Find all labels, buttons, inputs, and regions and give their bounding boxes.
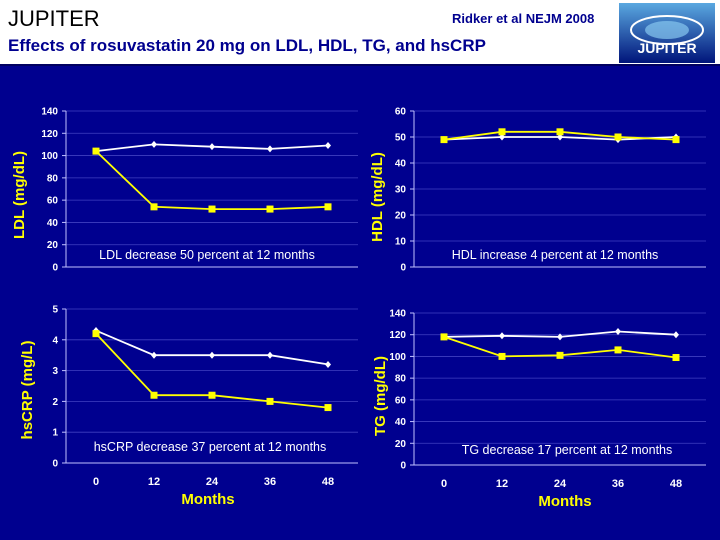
data-point-square	[92, 147, 100, 155]
x-tick-label: 36	[264, 476, 276, 488]
y-tick-label: 3	[52, 366, 58, 377]
chart-panel: 0 20 40 60 80 100 120 140 LDL (mg/dL) LDL decreas…	[11, 107, 358, 274]
data-point-diamond	[267, 351, 273, 359]
data-point-square	[266, 397, 274, 405]
y-tick-label: 100	[41, 151, 58, 162]
data-point-diamond	[615, 327, 621, 335]
x-axis-label: Months	[181, 491, 234, 508]
data-point-square	[266, 205, 274, 213]
slide-subtitle: Effects of rosuvastatin 20 mg on LDL, HD…	[8, 36, 486, 55]
chart-panel: 0 20 40 60 80 100 120 140 0 12 24 36 48 Months TG (mg/…	[372, 309, 706, 510]
x-tick-label: 36	[612, 478, 624, 490]
y-tick-label: 20	[395, 211, 407, 222]
y-tick-label: 100	[389, 352, 406, 363]
data-point-square	[440, 136, 448, 144]
data-point-diamond	[151, 140, 157, 148]
data-point-diamond	[325, 142, 331, 150]
y-tick-label: 140	[41, 107, 58, 118]
data-point-square	[92, 330, 100, 338]
y-axis-label: hsCRP (mg/L)	[19, 341, 36, 440]
y-tick-label: 140	[389, 309, 406, 320]
data-point-square	[208, 205, 216, 213]
y-tick-label: 120	[389, 330, 406, 341]
data-point-square	[324, 203, 332, 211]
y-tick-label: 60	[395, 395, 407, 406]
y-tick-label: 60	[47, 196, 59, 207]
x-tick-label: 0	[441, 478, 447, 490]
data-point-square	[672, 354, 680, 362]
svg-text:JUPITER: JUPITER	[637, 40, 696, 56]
x-tick-label: 12	[496, 478, 508, 490]
y-tick-label: 60	[395, 107, 407, 118]
data-point-square	[556, 351, 564, 359]
data-point-square	[498, 128, 506, 136]
data-point-diamond	[557, 333, 563, 341]
y-axis-label: TG (mg/dL)	[372, 356, 389, 436]
y-tick-label: 5	[52, 305, 58, 316]
y-tick-label: 40	[395, 159, 407, 170]
x-tick-label: 24	[554, 478, 567, 490]
data-point-diamond	[325, 360, 331, 368]
reference-citation: Ridker et al NEJM 2008	[452, 11, 595, 26]
data-point-square	[440, 333, 448, 341]
y-tick-label: 2	[52, 397, 58, 408]
chart-panel: 0 10 20 30 40 50 60 HDL (mg/dL) HDL increase 4 p…	[369, 107, 706, 274]
data-point-diamond	[673, 331, 679, 339]
y-tick-label: 20	[47, 240, 59, 251]
x-axis-label: Months	[538, 493, 591, 510]
y-axis-label: HDL (mg/dL)	[369, 152, 386, 242]
y-tick-label: 80	[395, 374, 407, 385]
data-point-square	[614, 346, 622, 354]
chart-annotation: HDL increase 4 percent at 12 months	[452, 248, 659, 262]
y-axis-label: LDL (mg/dL)	[11, 151, 28, 239]
data-point-square	[324, 404, 332, 412]
data-point-square	[556, 128, 564, 136]
x-tick-label: 24	[206, 476, 219, 488]
y-tick-label: 10	[395, 237, 407, 248]
data-point-square	[150, 391, 158, 399]
y-tick-label: 40	[47, 218, 59, 229]
data-point-diamond	[209, 143, 215, 151]
x-tick-label: 48	[670, 478, 682, 490]
series-line	[95, 329, 329, 366]
data-point-square	[498, 352, 506, 360]
data-point-square	[208, 391, 216, 399]
data-point-diamond	[267, 145, 273, 153]
x-tick-label: 0	[93, 476, 99, 488]
x-tick-label: 48	[322, 476, 334, 488]
chart-annotation: TG decrease 17 percent at 12 months	[462, 443, 673, 457]
y-tick-label: 0	[400, 461, 406, 472]
y-tick-label: 0	[52, 459, 58, 470]
y-tick-label: 0	[52, 263, 58, 274]
chart-annotation: hsCRP decrease 37 percent at 12 months	[94, 440, 327, 454]
y-tick-label: 30	[395, 185, 407, 196]
x-tick-label: 12	[148, 476, 160, 488]
data-point-square	[672, 136, 680, 144]
y-tick-label: 80	[47, 173, 59, 184]
data-point-square	[150, 203, 158, 211]
y-tick-label: 0	[400, 263, 406, 274]
chart-annotation: LDL decrease 50 percent at 12 months	[99, 248, 315, 262]
data-point-diamond	[499, 332, 505, 340]
y-tick-label: 120	[41, 129, 58, 140]
y-tick-label: 1	[52, 428, 58, 439]
slide-title: JUPITER	[8, 6, 100, 31]
y-tick-label: 50	[395, 133, 407, 144]
data-point-square	[614, 133, 622, 141]
y-tick-label: 40	[395, 417, 407, 428]
jupiter-logo: JUPITER	[619, 3, 715, 63]
y-tick-label: 4	[52, 335, 58, 346]
data-point-diamond	[209, 351, 215, 359]
data-point-diamond	[151, 351, 157, 359]
header-bar: JUPITER Effects of rosuvastatin 20 mg on…	[0, 0, 720, 66]
y-tick-label: 20	[395, 439, 407, 450]
